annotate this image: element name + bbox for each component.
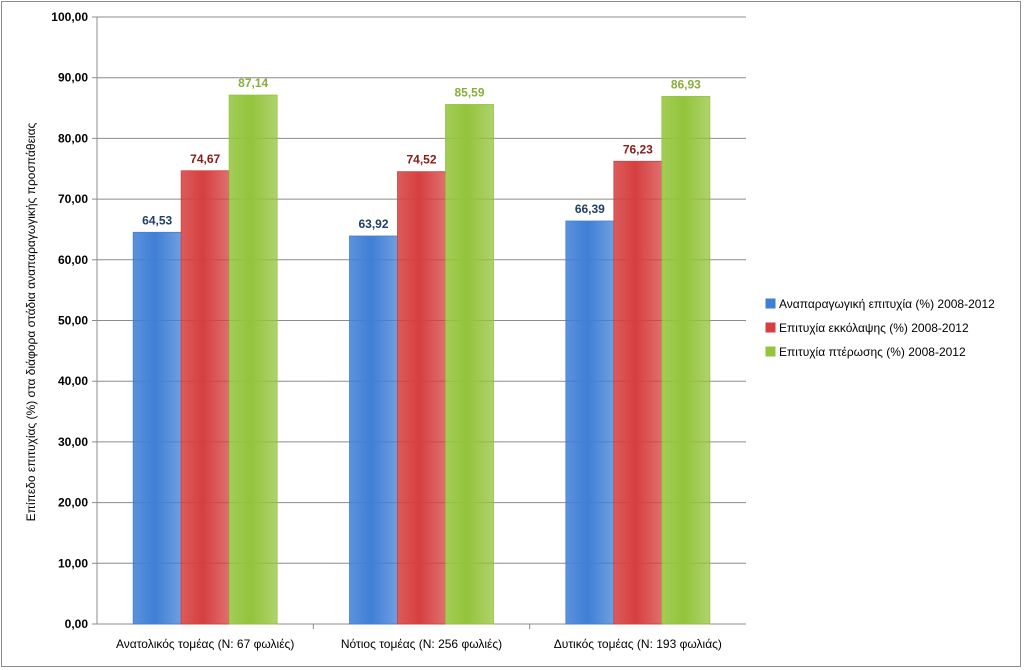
- y-tick-label: 50,00: [58, 314, 88, 328]
- bar: [180, 170, 230, 625]
- y-axis-label: Επίπεδο επιτυχίας (%) στα διάφορα στάδια…: [24, 122, 38, 521]
- y-tick-label: 100,00: [51, 10, 88, 24]
- data-label: 74,67: [190, 152, 220, 166]
- bar: [349, 235, 398, 625]
- data-label: 74,52: [406, 153, 436, 167]
- axes: 0,00 10,00 20,00 30,00 40,00 50,00 60,00 70,00 8…: [51, 10, 746, 651]
- bar: [132, 231, 182, 625]
- legend-swatch: [765, 298, 776, 309]
- y-tick-label: 60,00: [58, 253, 88, 267]
- data-label: 85,59: [454, 85, 484, 99]
- y-tick-label: 0,00: [65, 617, 89, 631]
- legend: Αναπαραγωγική επιτυχία (%) 2008-2012 Επιτ…: [765, 297, 995, 359]
- data-label: 76,23: [623, 142, 653, 156]
- y-tick-label: 40,00: [58, 374, 88, 388]
- bar: [397, 171, 446, 625]
- bar: [228, 94, 278, 625]
- x-tick-label: Δυτικός τομέας (Ν: 193 φωλιάς): [554, 637, 722, 651]
- legend-entry: Επιτυχία πτέρωσης (%) 2008-2012: [779, 345, 966, 359]
- bar: [613, 160, 663, 625]
- y-tick-label: 10,00: [58, 556, 88, 570]
- y-tick-label: 30,00: [58, 435, 88, 449]
- x-tick-label: Ανατολικός τομέας (Ν: 67 φωλιές): [116, 637, 294, 651]
- data-label: 63,92: [358, 217, 388, 231]
- y-tick-label: 20,00: [58, 496, 88, 510]
- data-label: 66,39: [575, 202, 605, 216]
- y-tick-label: 90,00: [58, 71, 88, 85]
- data-label: 64,53: [142, 213, 172, 227]
- legend-swatch: [765, 322, 776, 333]
- data-label: 86,93: [671, 77, 701, 91]
- data-label: 87,14: [238, 76, 268, 90]
- bar: [565, 220, 615, 625]
- legend-entry: Επιτυχία εκκόλαψης (%) 2008-2012: [779, 321, 969, 335]
- bar: [445, 104, 494, 625]
- y-tick-label: 70,00: [58, 192, 88, 206]
- bar: [661, 95, 711, 625]
- legend-swatch: [765, 346, 776, 357]
- data-labels: 64,53 74,67 87,14 63,92 74,52 85,59 66,39 76,23…: [142, 76, 701, 231]
- legend-entry: Αναπαραγωγική επιτυχία (%) 2008-2012: [779, 297, 995, 311]
- x-tick-label: Νότιος τομέας (Ν: 256 φωλιές): [341, 637, 502, 651]
- y-tick-label: 80,00: [58, 131, 88, 145]
- bars: [132, 94, 711, 625]
